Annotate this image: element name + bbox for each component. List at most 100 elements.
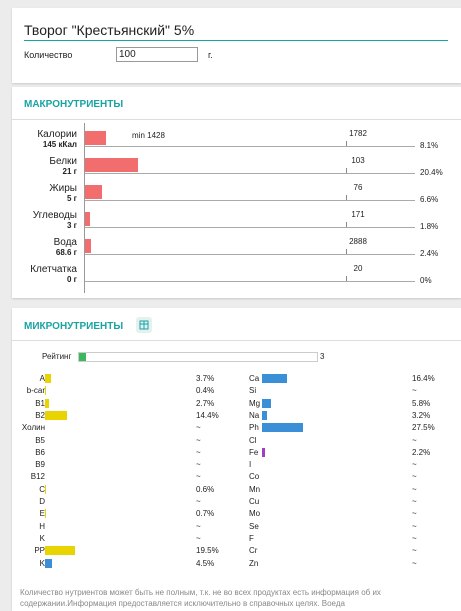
micro-percent: ~	[412, 509, 417, 519]
micro-name: Cl	[249, 435, 257, 445]
nutrient-amount: 21 г	[62, 167, 77, 176]
micro-percent: 3.2%	[412, 410, 431, 420]
micro-percent: ~	[412, 460, 417, 470]
norm: 1782	[349, 129, 367, 138]
micro-name: F	[249, 533, 254, 543]
micro-bar	[262, 423, 304, 433]
norm: 103	[351, 156, 365, 165]
divider	[12, 119, 461, 120]
calorie-min: min 1428	[132, 131, 165, 140]
norm-tick	[346, 222, 347, 227]
macro-header: МАКРОНУТРИЕНТЫ	[24, 99, 124, 110]
micro-bar	[262, 374, 287, 383]
rating-label: Рейтинг	[42, 352, 72, 361]
note: Количество нутриентов может быть не полн…	[20, 588, 381, 608]
norm: 76	[353, 183, 363, 192]
micro-bar	[45, 558, 52, 568]
micro-header: МИКРОНУТРИЕНТЫ	[24, 321, 124, 332]
row-line	[85, 281, 415, 282]
micro-percent: ~	[196, 533, 201, 543]
quantity-label: Количество	[24, 50, 73, 60]
nutrient-amount: 68.6 г	[55, 248, 77, 257]
bar	[85, 158, 139, 172]
norm-tick	[346, 141, 347, 146]
micro-name: Se	[249, 521, 259, 531]
percent: 6.6%	[420, 195, 439, 204]
micro-percent: ~	[412, 472, 417, 482]
micro-name: PP	[34, 546, 45, 556]
micro-name: D	[39, 497, 45, 506]
micro-name: C	[39, 484, 45, 494]
micro-name: B6	[35, 447, 45, 457]
micro-percent: 0.7%	[196, 509, 215, 519]
micro-percent: ~	[196, 521, 201, 531]
rating-bar	[79, 353, 87, 361]
micro-percent: 4.5%	[196, 558, 215, 568]
micro-percent: 0.4%	[196, 386, 215, 396]
micro-percent: 2.7%	[196, 398, 215, 408]
table-icon-svg[interactable]	[136, 317, 152, 333]
norm: 20	[353, 264, 363, 273]
micro-name: B5	[35, 435, 45, 445]
micro-name: K	[39, 533, 45, 543]
micro-name: H	[39, 521, 45, 531]
micro-bar	[45, 374, 51, 383]
micro-percent: ~	[412, 546, 417, 556]
micro-name: Si	[249, 386, 257, 396]
nutrient-name: Белки	[49, 156, 77, 167]
micro-bar	[45, 410, 68, 420]
micro-percent: ~	[412, 521, 417, 531]
percent: 0%	[420, 276, 432, 285]
product-title: Творог "Крестьянский" 5%	[24, 22, 195, 38]
micro-percent: ~	[412, 484, 417, 494]
micro-bar	[262, 447, 266, 457]
micro-name: E	[39, 509, 45, 519]
row-line	[85, 200, 415, 201]
micro-name: B1	[35, 398, 45, 408]
micro-name: B9	[35, 460, 45, 470]
micro-percent: ~	[412, 497, 417, 506]
product-card: Творог "Крестьянский" 5% Количество 100 …	[12, 8, 461, 83]
nutrient-name: Жиры	[49, 183, 77, 194]
nutrient-name: Углеводы	[32, 210, 77, 221]
micro-name: Co	[249, 472, 260, 482]
micro-percent: 14.4%	[196, 410, 219, 420]
micro-name: K	[39, 558, 45, 568]
micro-bar	[45, 386, 46, 396]
micro-percent: ~	[196, 423, 201, 433]
micro-name: Холин	[21, 423, 45, 433]
row-line	[85, 146, 415, 147]
micro-percent: ~	[412, 435, 417, 445]
micro-percent: ~	[412, 386, 417, 396]
nutrient-amount: 5 г	[66, 194, 77, 203]
micro-percent: ~	[196, 435, 201, 445]
micro-percent: 5.8%	[412, 398, 431, 408]
bar	[85, 212, 90, 226]
bar	[85, 239, 92, 253]
micro-bar	[262, 410, 267, 420]
norm-tick	[346, 249, 347, 254]
quantity-input[interactable]: 100	[116, 47, 198, 62]
micro-percent: ~	[196, 497, 201, 506]
rating-box	[78, 352, 318, 362]
bar	[85, 131, 107, 145]
micro-percent: ~	[196, 460, 201, 470]
norm: 171	[351, 210, 365, 219]
micro-name: Ph	[249, 423, 259, 433]
micro-name: Cu	[249, 497, 260, 506]
micro-name: Mo	[249, 509, 261, 519]
micro-bar	[45, 398, 50, 408]
micro-percent: ~	[196, 447, 201, 457]
micro-percent: ~	[412, 558, 417, 568]
nutrient-amount: 145 кКал	[42, 140, 77, 149]
nutrient-name: Калории	[37, 129, 77, 140]
micro-name: Ca	[249, 374, 260, 383]
micro-percent: ~	[196, 472, 201, 482]
table-icon[interactable]	[136, 317, 152, 333]
micro-name: I	[249, 460, 252, 470]
percent: 1.8%	[420, 222, 439, 231]
nutrient-name: Клетчатка	[30, 264, 77, 275]
micro-bar	[45, 484, 46, 494]
micro-name: Fe	[249, 447, 259, 457]
norm-tick	[346, 195, 347, 200]
